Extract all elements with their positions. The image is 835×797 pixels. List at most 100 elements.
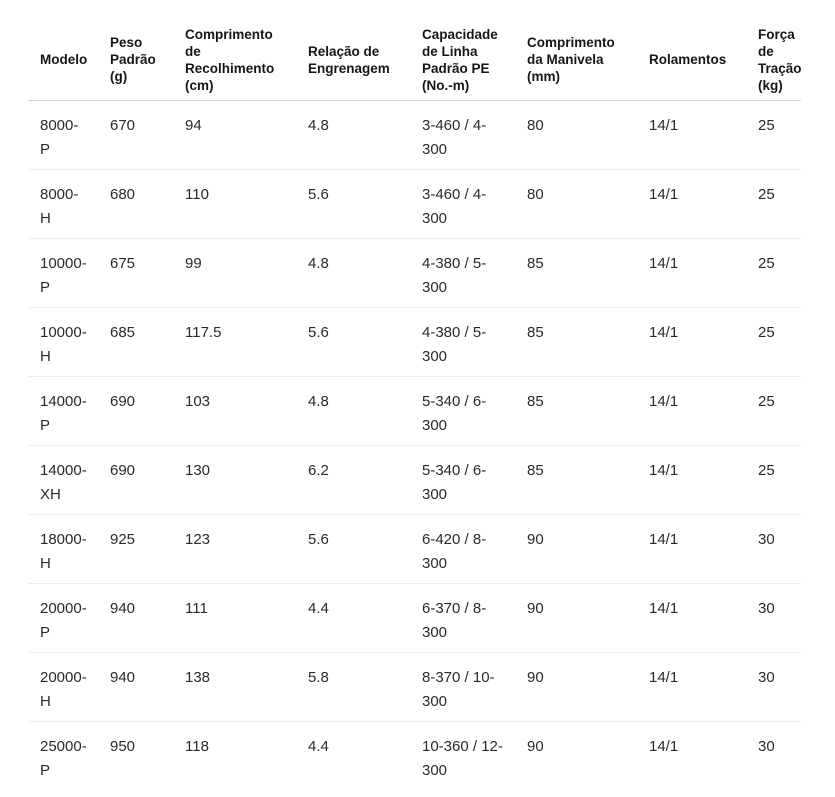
cell-peso: 690 [98,376,173,446]
cell-recolhimento: 138 [173,652,296,722]
cell-engrenagem: 5.6 [296,307,410,377]
cell-rolamentos: 14/1 [637,376,746,446]
column-header-capacidade-linha: Capacidade de Linha Padrão PE (No.-m) [410,0,515,101]
cell-engrenagem: 5.8 [296,652,410,722]
column-header-peso-padrao: Peso Padrão (g) [98,0,173,101]
cell-manivela: 80 [515,100,637,170]
cell-engrenagem: 4.8 [296,238,410,308]
cell-rolamentos: 14/1 [649,737,679,755]
column-header-comprimento-recolhimento: Comprimento de Recolhimento (cm) [173,0,296,101]
cell-peso: 675 [98,238,173,308]
cell-tracao: 30 [746,583,801,653]
cell-manivela: 90 [515,583,637,653]
cell-tracao: 30 [746,514,801,584]
reel-spec-table: Modelo Peso Padrão (g) Comprimento de Re… [28,0,802,797]
cell-tracao: 25 [746,100,801,170]
cell-rolamentos: 14/1 [637,652,746,722]
cell-engrenagem: 5.6 [296,514,410,584]
cell-modelo: 10000-P [28,238,98,308]
table-row: 10000-P 675 99 4.8 4-380 / 5-300 85 14/1… [28,238,801,308]
cell-engrenagem: 4.8 [296,100,410,170]
cell-modelo: 10000-H [28,307,98,377]
table-row: 25000-P 950 118 4.4 10-360 / 12-300 90 1… [28,721,801,797]
cell-rolamentos: 14/1 [637,445,746,515]
cell-recolhimento: 110 [173,169,296,239]
cell-recolhimento: 117.5 [173,307,296,377]
cell-tracao: 30 [746,652,801,722]
cell-modelo: 20000-H [28,652,98,722]
cell-rolamentos: 14/1 [637,169,746,239]
cell-rolamentos: 14/1 [637,514,746,584]
cell-manivela: 90 [515,514,637,584]
cell-engrenagem: 4.4 [296,583,410,653]
cell-peso: 670 [98,100,173,170]
cell-peso: 940 [98,583,173,653]
cell-recolhimento: 94 [173,100,296,170]
cell-rolamentos: 14/1 [637,238,746,308]
cell-manivela: 85 [515,238,637,308]
cell-peso: 925 [98,514,173,584]
cell-modelo: 14000-P [28,376,98,446]
cell-recolhimento: 103 [173,376,296,446]
cell-recolhimento: 111 [173,583,296,653]
cell-modelo: 20000-P [28,583,98,653]
cell-rolamentos: 14/1 [637,100,746,170]
cell-modelo: 8000-H [28,169,98,239]
cell-manivela: 90 [515,652,637,722]
cell-manivela: 90 [527,737,544,755]
cell-peso: 685 [98,307,173,377]
table-row: 10000-H 685 117.5 5.6 4-380 / 5-300 85 1… [28,307,801,377]
table-row: 14000-P 690 103 4.8 5-340 / 6-300 85 14/… [28,376,801,446]
column-header-rolamentos: Rolamentos [637,0,746,101]
cell-engrenagem: 4.8 [296,376,410,446]
table-row: 14000-XH 690 130 6.2 5-340 / 6-300 85 14… [28,445,801,515]
cell-rolamentos: 14/1 [637,583,746,653]
cell-manivela: 80 [515,169,637,239]
cell-engrenagem: 6.2 [296,445,410,515]
cell-tracao: 25 [746,169,801,239]
table-row: 8000-H 680 110 5.6 3-460 / 4-300 80 14/1… [28,169,801,239]
table-header-row: Modelo Peso Padrão (g) Comprimento de Re… [28,0,802,101]
cell-capacidade: 6-370 / 8-300 [410,583,515,653]
table-row: 18000-H 925 123 5.6 6-420 / 8-300 90 14/… [28,514,801,584]
table-body: 8000-P 670 94 4.8 3-460 / 4-300 80 14/1 … [28,100,801,797]
column-header-modelo: Modelo [28,0,98,101]
cell-peso: 680 [98,169,173,239]
column-header-comprimento-manivela: Comprimento da Manivela (mm) [515,0,637,101]
cell-modelo: 14000-XH [28,445,98,515]
table-row: 20000-H 940 138 5.8 8-370 / 10-300 90 14… [28,652,801,722]
cell-capacidade: 4-380 / 5-300 [410,238,515,308]
cell-peso: 940 [98,652,173,722]
cell-capacidade: 8-370 / 10-300 [410,652,515,722]
cell-recolhimento: 130 [173,445,296,515]
cell-recolhimento: 123 [173,514,296,584]
table-row: 20000-P 940 111 4.4 6-370 / 8-300 90 14/… [28,583,801,653]
cell-tracao: 25 [746,238,801,308]
cell-capacidade: 3-460 / 4-300 [410,100,515,170]
cell-tracao: 25 [746,307,801,377]
cell-tracao: 25 [746,376,801,446]
cell-modelo: 25000-P [40,737,87,779]
cell-capacidade: 10-360 / 12-300 [422,737,503,779]
cell-manivela: 85 [515,307,637,377]
cell-engrenagem: 4.4 [308,737,329,755]
cell-capacidade: 3-460 / 4-300 [410,169,515,239]
cell-capacidade: 5-340 / 6-300 [410,445,515,515]
cell-tracao: 25 [746,445,801,515]
cell-recolhimento: 99 [173,238,296,308]
cell-capacidade: 5-340 / 6-300 [410,376,515,446]
cell-tracao: 30 [758,737,775,755]
column-header-relacao-engrenagem: Relação de Engrenagem [296,0,410,101]
cell-capacidade: 4-380 / 5-300 [410,307,515,377]
column-header-forca-tracao: Força de Tração (kg) [746,0,802,101]
cell-engrenagem: 5.6 [296,169,410,239]
table-header: Modelo Peso Padrão (g) Comprimento de Re… [28,0,802,101]
cell-peso: 950 [110,737,136,755]
table-row: 8000-P 670 94 4.8 3-460 / 4-300 80 14/1 … [28,100,801,170]
cell-capacidade: 6-420 / 8-300 [410,514,515,584]
cell-recolhimento: 118 [185,737,209,755]
cell-modelo: 18000-H [28,514,98,584]
cell-peso: 690 [98,445,173,515]
cell-manivela: 85 [515,445,637,515]
